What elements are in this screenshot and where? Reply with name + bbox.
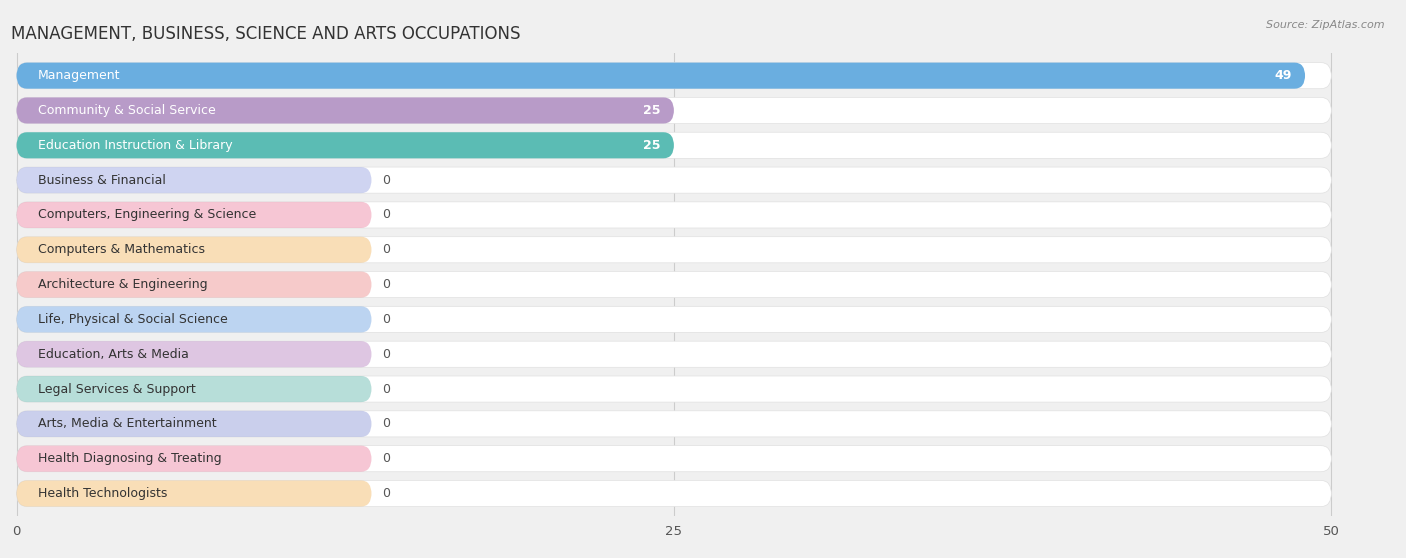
FancyBboxPatch shape	[17, 272, 371, 297]
Text: Health Diagnosing & Treating: Health Diagnosing & Treating	[38, 452, 221, 465]
FancyBboxPatch shape	[17, 167, 371, 193]
Text: 0: 0	[382, 174, 389, 186]
Text: 25: 25	[644, 104, 661, 117]
FancyBboxPatch shape	[17, 202, 371, 228]
FancyBboxPatch shape	[17, 480, 1331, 507]
Text: 0: 0	[382, 383, 389, 396]
Text: 25: 25	[644, 139, 661, 152]
Text: Legal Services & Support: Legal Services & Support	[38, 383, 195, 396]
Text: Health Technologists: Health Technologists	[38, 487, 167, 500]
Text: 0: 0	[382, 487, 389, 500]
FancyBboxPatch shape	[17, 62, 1305, 89]
Text: Source: ZipAtlas.com: Source: ZipAtlas.com	[1267, 20, 1385, 30]
FancyBboxPatch shape	[17, 272, 1331, 297]
Text: 0: 0	[382, 417, 389, 430]
FancyBboxPatch shape	[17, 306, 371, 333]
Text: 49: 49	[1275, 69, 1292, 82]
Text: 0: 0	[382, 209, 389, 222]
FancyBboxPatch shape	[17, 341, 371, 367]
Text: MANAGEMENT, BUSINESS, SCIENCE AND ARTS OCCUPATIONS: MANAGEMENT, BUSINESS, SCIENCE AND ARTS O…	[11, 25, 520, 43]
Text: Computers & Mathematics: Computers & Mathematics	[38, 243, 204, 256]
FancyBboxPatch shape	[17, 132, 1331, 158]
FancyBboxPatch shape	[17, 132, 673, 158]
Text: Management: Management	[38, 69, 120, 82]
FancyBboxPatch shape	[17, 306, 1331, 333]
Text: 0: 0	[382, 243, 389, 256]
Text: 0: 0	[382, 348, 389, 360]
Text: Life, Physical & Social Science: Life, Physical & Social Science	[38, 313, 228, 326]
FancyBboxPatch shape	[17, 202, 1331, 228]
FancyBboxPatch shape	[17, 446, 371, 472]
FancyBboxPatch shape	[17, 98, 673, 123]
Text: 0: 0	[382, 278, 389, 291]
Text: Computers, Engineering & Science: Computers, Engineering & Science	[38, 209, 256, 222]
Text: 0: 0	[382, 313, 389, 326]
Text: Arts, Media & Entertainment: Arts, Media & Entertainment	[38, 417, 217, 430]
Text: Architecture & Engineering: Architecture & Engineering	[38, 278, 207, 291]
FancyBboxPatch shape	[17, 62, 1331, 89]
FancyBboxPatch shape	[17, 376, 1331, 402]
Text: Business & Financial: Business & Financial	[38, 174, 166, 186]
FancyBboxPatch shape	[17, 411, 1331, 437]
Text: Education Instruction & Library: Education Instruction & Library	[38, 139, 232, 152]
FancyBboxPatch shape	[17, 376, 371, 402]
FancyBboxPatch shape	[17, 480, 371, 507]
Text: Community & Social Service: Community & Social Service	[38, 104, 215, 117]
FancyBboxPatch shape	[17, 237, 371, 263]
FancyBboxPatch shape	[17, 446, 1331, 472]
Text: Education, Arts & Media: Education, Arts & Media	[38, 348, 188, 360]
FancyBboxPatch shape	[17, 98, 1331, 123]
Text: 0: 0	[382, 452, 389, 465]
FancyBboxPatch shape	[17, 237, 1331, 263]
FancyBboxPatch shape	[17, 341, 1331, 367]
FancyBboxPatch shape	[17, 411, 371, 437]
FancyBboxPatch shape	[17, 167, 1331, 193]
